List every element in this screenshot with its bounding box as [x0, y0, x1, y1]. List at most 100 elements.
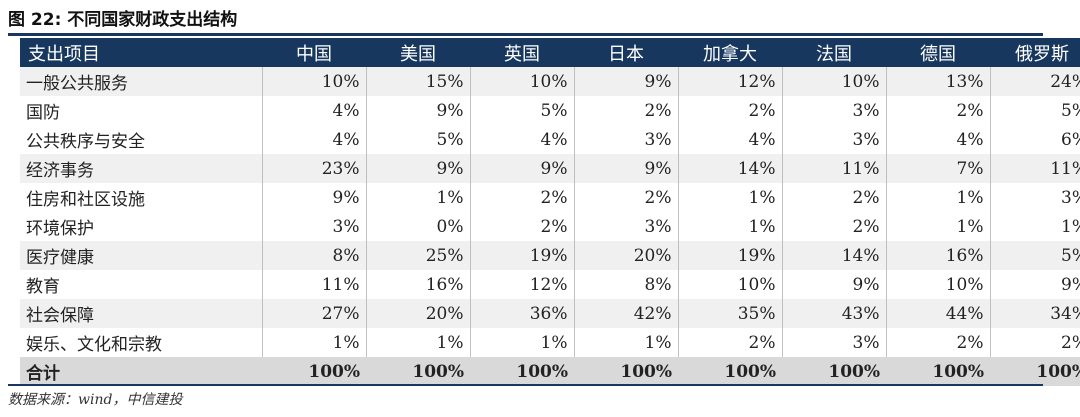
table-cell: 11%	[989, 154, 1080, 183]
table-cell: 4%	[261, 96, 366, 125]
table-cell: 19%	[677, 241, 782, 270]
table-cell: 2%	[573, 183, 678, 212]
row-label: 娱乐、文化和宗教	[26, 335, 162, 355]
table-cell: 10%	[885, 270, 990, 299]
table-cell: 19%	[469, 241, 574, 270]
table-cell: 1%	[989, 212, 1080, 241]
row-label: 国防	[26, 103, 60, 123]
total-label: 合计	[20, 357, 262, 386]
table-cell: 2%	[885, 328, 990, 357]
table-cell: 9%	[781, 270, 886, 299]
table-cell: 4%	[261, 125, 366, 154]
table-cell: 10%	[469, 67, 574, 96]
table-cell: 1%	[469, 328, 574, 357]
row-label: 医疗健康	[20, 241, 262, 270]
row-label: 公共秩序与安全	[26, 132, 145, 152]
table-cell: 2%	[677, 328, 782, 357]
header-cell-japan: 日本	[574, 38, 678, 67]
table-cell: 5%	[365, 125, 470, 154]
header-cell-china: 中国	[262, 38, 366, 67]
bottom-rule	[8, 384, 1043, 386]
table-cell: 1%	[365, 183, 470, 212]
table-cell: 2%	[885, 96, 990, 125]
table-cell: 4%	[885, 125, 990, 154]
table-cell: 43%	[781, 299, 886, 328]
table-cell: 12%	[469, 270, 574, 299]
table-cell: 24%	[989, 67, 1080, 96]
table-cell: 5%	[989, 241, 1080, 270]
table-cell: 9%	[573, 67, 678, 96]
table-cell: 11%	[261, 270, 366, 299]
table-row: 国防4%9%5%2%2%3%2%5%	[20, 96, 1080, 125]
source-note: 数据来源：wind，中信建投	[8, 392, 183, 408]
table-cell: 8%	[261, 241, 366, 270]
header-cell-canada: 加拿大	[678, 38, 782, 67]
table-cell: 14%	[781, 241, 886, 270]
table-cell: 4%	[469, 125, 574, 154]
table-cell: 35%	[677, 299, 782, 328]
table-cell: 34%	[989, 299, 1080, 328]
table-header-row: 支出项目 中国 美国 英国 日本 加拿大 法国 德国 俄罗斯	[20, 38, 1080, 67]
table-cell: 20%	[365, 299, 470, 328]
table-cell: 1%	[885, 212, 990, 241]
table-cell: 2%	[781, 183, 886, 212]
header-cell-usa: 美国	[366, 38, 470, 67]
table-cell: 10%	[261, 67, 366, 96]
table-cell: 16%	[885, 241, 990, 270]
table-cell: 6%	[989, 125, 1080, 154]
row-label: 教育	[26, 277, 60, 297]
table-cell: 27%	[261, 299, 366, 328]
total-cell: 100%	[574, 357, 678, 386]
total-cell: 100%	[470, 357, 574, 386]
row-label: 一般公共服务	[20, 67, 262, 96]
header-cell-france: 法国	[782, 38, 886, 67]
total-cell: 100%	[678, 357, 782, 386]
table-cell: 3%	[261, 212, 366, 241]
table-cell: 20%	[573, 241, 678, 270]
table-cell: 1%	[885, 183, 990, 212]
table-cell: 8%	[573, 270, 678, 299]
table-cell: 2%	[781, 212, 886, 241]
table-cell: 15%	[365, 67, 470, 96]
table-cell: 9%	[573, 154, 678, 183]
table-cell: 3%	[989, 183, 1080, 212]
table-cell: 13%	[885, 67, 990, 96]
table-cell: 9%	[989, 270, 1080, 299]
table-cell: 3%	[781, 96, 886, 125]
table-cell: 3%	[573, 212, 678, 241]
table-cell: 44%	[885, 299, 990, 328]
table-cell: 10%	[781, 67, 886, 96]
row-label: 社会保障	[20, 299, 262, 328]
table-cell: 1%	[677, 183, 782, 212]
row-label: 住房和社区设施	[26, 190, 145, 210]
total-cell: 100%	[366, 357, 470, 386]
total-cell: 100%	[990, 357, 1080, 386]
row-label: 环境保护	[26, 219, 94, 239]
table-cell: 3%	[781, 328, 886, 357]
table-cell: 5%	[989, 96, 1080, 125]
table-cell: 1%	[261, 328, 366, 357]
expenditure-table: 支出项目 中国 美国 英国 日本 加拿大 法国 德国 俄罗斯 一般公共服务 10%…	[20, 38, 1080, 386]
table-cell: 2%	[989, 328, 1080, 357]
table-cell: 10%	[677, 270, 782, 299]
table-cell: 1%	[365, 328, 470, 357]
table-cell: 12%	[677, 67, 782, 96]
row-label: 经济事务	[20, 154, 262, 183]
table-cell: 7%	[885, 154, 990, 183]
table-cell: 9%	[469, 154, 574, 183]
table-cell: 9%	[365, 96, 470, 125]
figure-title: 图 22: 不同国家财政支出结构	[8, 10, 238, 30]
table-cell: 4%	[677, 125, 782, 154]
table-cell: 23%	[261, 154, 366, 183]
table-cell: 5%	[469, 96, 574, 125]
table-cell: 2%	[677, 96, 782, 125]
total-cell: 100%	[782, 357, 886, 386]
header-cell-russia: 俄罗斯	[990, 38, 1080, 67]
